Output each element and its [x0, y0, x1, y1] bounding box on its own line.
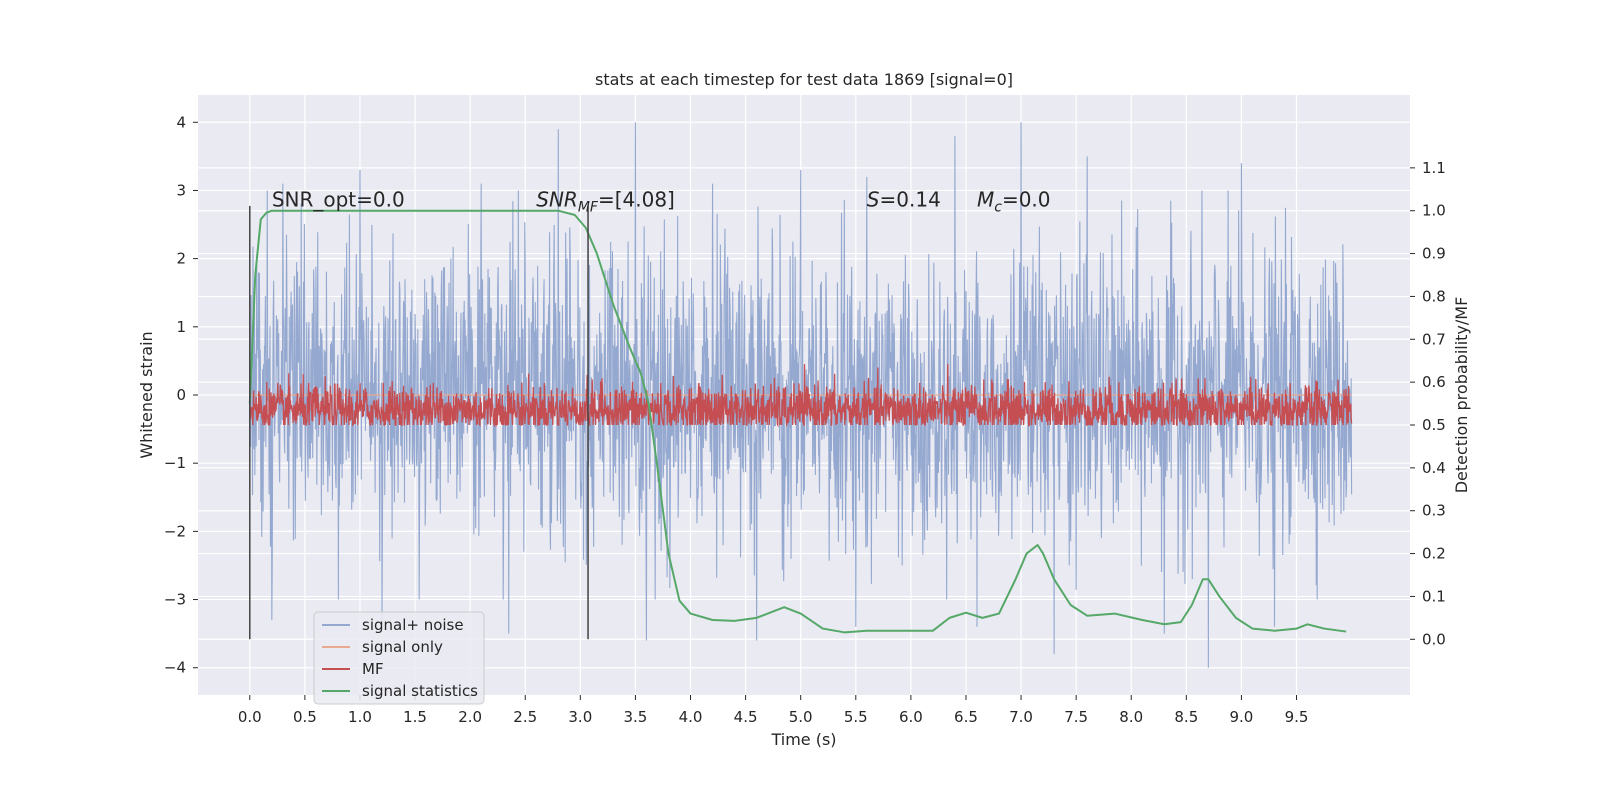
- series-signal-statistics: [248, 209, 1347, 634]
- x-tick-label: 7.5: [1064, 708, 1088, 726]
- legend-label: signal statistics: [362, 682, 478, 700]
- y-right-tick-label: 0.2: [1422, 545, 1446, 563]
- annotation-text: SNRMF=[4.08]: [536, 187, 675, 215]
- y-right-tick-label: 0.3: [1422, 502, 1446, 520]
- x-axis-label: Time (s): [770, 730, 836, 749]
- signal-noise-line: [249, 122, 1353, 668]
- y-axis-ticks: 4 3 2 1 0 −1 −2 −3 −4: [164, 113, 198, 677]
- signal-statistics-line: [248, 209, 1347, 634]
- y-right-tick-label: 0.6: [1422, 373, 1446, 391]
- chart-title: stats at each timestep for test data 186…: [595, 70, 1013, 89]
- x-tick-label: 8.0: [1119, 708, 1143, 726]
- y-right-tick-label: 1.0: [1422, 202, 1446, 220]
- y-right-tick-label: 0.5: [1422, 416, 1446, 434]
- y-tick-label: 4: [176, 113, 186, 131]
- x-tick-label: 2.5: [513, 708, 537, 726]
- x-tick-label: 1.0: [348, 708, 372, 726]
- y-right-tick-label: 0.9: [1422, 245, 1446, 263]
- vertical-markers: [249, 205, 589, 640]
- legend-label: MF: [362, 660, 384, 678]
- x-tick-label: 2.0: [458, 708, 482, 726]
- x-tick-label: 3.5: [623, 708, 647, 726]
- legend-label: signal only: [362, 638, 443, 656]
- y-tick-label: −2: [164, 522, 186, 540]
- x-tick-label: 3.0: [568, 708, 592, 726]
- x-tick-label: 4.5: [734, 708, 758, 726]
- legend-box: [313, 611, 485, 705]
- y-right-tick-label: 0.8: [1422, 287, 1446, 305]
- annotation-text: S=0.14: [867, 187, 941, 211]
- y-tick-label: 3: [176, 181, 186, 199]
- x-tick-label: 5.5: [844, 708, 868, 726]
- series-signal-noise: [249, 122, 1353, 668]
- y-tick-label: 0: [176, 386, 186, 404]
- y-tick-label: −3: [164, 591, 186, 609]
- x-tick-label: 9.0: [1229, 708, 1253, 726]
- x-tick-label: 0.0: [238, 708, 262, 726]
- annotations: SNR_opt=0.0 SNRMF=[4.08] S=0.14 Mc=0.0: [272, 187, 1051, 215]
- mf-line: [249, 363, 1353, 428]
- x-axis-ticks: 0.0 0.5 1.0 1.5 2.0 2.5 3.0 3.5 4.0 4.5 5.0 5.5 6.0 6…: [238, 695, 1309, 726]
- x-tick-label: 8.5: [1174, 708, 1198, 726]
- x-tick-label: 1.5: [403, 708, 427, 726]
- x-tick-label: 5.0: [789, 708, 813, 726]
- x-tick-label: 0.5: [293, 708, 317, 726]
- y-right-axis-label: Detection probability/MF: [1452, 297, 1471, 494]
- y-tick-label: 2: [176, 250, 186, 268]
- y-right-tick-label: 0.0: [1422, 630, 1446, 648]
- x-tick-label: 4.0: [679, 708, 703, 726]
- annotation-text: Mc=0.0: [977, 187, 1051, 215]
- y-right-tick-label: 0.7: [1422, 330, 1446, 348]
- y-right-tick-label: 0.1: [1422, 587, 1446, 605]
- series-mf: [249, 363, 1353, 428]
- y-tick-label: 1: [176, 318, 186, 336]
- y-tick-label: −4: [164, 659, 186, 677]
- x-tick-label: 9.5: [1285, 708, 1309, 726]
- y-right-tick-label: 1.1: [1422, 159, 1446, 177]
- x-tick-label: 6.0: [899, 708, 923, 726]
- x-tick-label: 6.5: [954, 708, 978, 726]
- annotation-text: SNR_opt=0.0: [272, 187, 405, 211]
- x-tick-label: 7.0: [1009, 708, 1033, 726]
- legend-label: signal+ noise: [362, 616, 464, 634]
- legend: signal+ noise signal only MF signal statist…: [313, 611, 485, 705]
- y-axis-label: Whitened strain: [137, 331, 156, 458]
- y-right-axis-ticks: 1.1 1.0 0.9 0.8 0.7 0.6 0.5 0.4 0.3 0.2 0.1 0.0: [1410, 159, 1446, 648]
- y-tick-label: −1: [164, 454, 186, 472]
- y-right-tick-label: 0.4: [1422, 459, 1446, 477]
